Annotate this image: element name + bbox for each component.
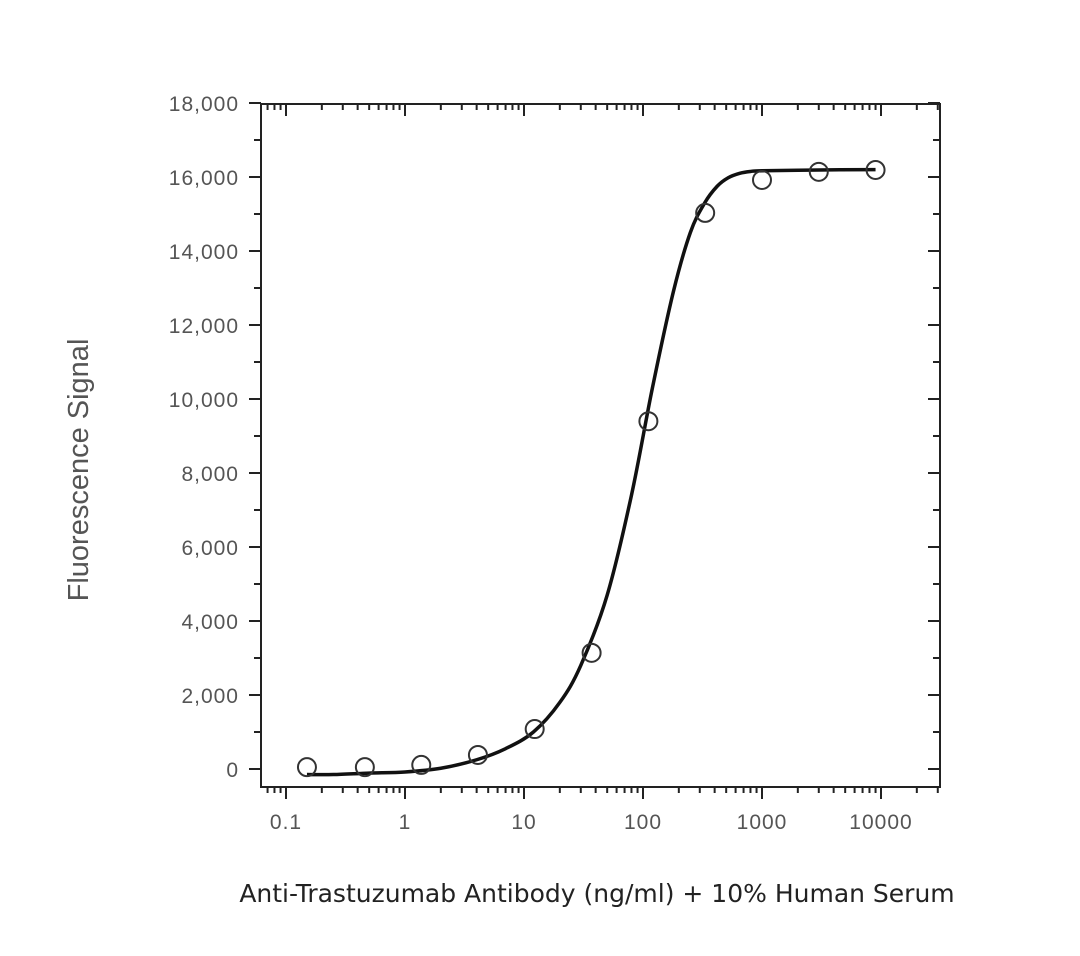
y-tick-label: 8,000 — [181, 463, 239, 486]
x-tick-label: 1000 — [737, 811, 788, 834]
y-tick-label: 10,000 — [169, 389, 239, 412]
data-point-marker — [581, 642, 602, 663]
y-tick-label: 4,000 — [181, 611, 239, 634]
data-points — [296, 159, 886, 778]
y-tick-label: 0 — [226, 759, 239, 782]
y-tick-label: 18,000 — [169, 93, 239, 116]
plot-frame — [260, 103, 941, 788]
x-tick-label: 100 — [624, 811, 662, 834]
x-tick-label: 10 — [511, 811, 536, 834]
y-tick-label: 14,000 — [169, 241, 239, 264]
y-axis-label: Fluorescence Signal — [63, 339, 95, 602]
x-tick-label: 1 — [399, 811, 412, 834]
x-tick-label: 10000 — [849, 811, 912, 834]
data-point-marker — [638, 411, 659, 432]
data-point-marker — [354, 757, 375, 778]
y-tick-label: 6,000 — [181, 537, 239, 560]
x-axis-ticks: 0.1 1 10 100 1000 10000 — [266, 104, 939, 834]
x-tick-label: 0.1 — [270, 811, 302, 834]
data-point-marker — [296, 757, 317, 778]
data-point-marker — [524, 719, 545, 740]
x-axis-label: Anti-Trastuzumab Antibody (ng/ml) + 10% … — [239, 879, 954, 908]
data-point-marker — [467, 744, 488, 765]
data-point-marker — [752, 169, 772, 190]
fit-curve — [306, 167, 876, 777]
y-tick-label: 2,000 — [181, 685, 239, 708]
fit-curve-line — [306, 167, 876, 777]
y-axis-ticks: 0 2,000 4,000 6,000 8,000 10,000 12,000 14,000 1… — [169, 93, 940, 782]
data-point-marker — [695, 202, 716, 223]
plot-border — [260, 103, 941, 788]
data-point-marker — [411, 754, 432, 775]
y-tick-label: 12,000 — [169, 315, 239, 338]
data-point-marker — [865, 159, 886, 180]
y-tick-label: 16,000 — [169, 167, 239, 190]
data-point-marker — [808, 161, 829, 182]
